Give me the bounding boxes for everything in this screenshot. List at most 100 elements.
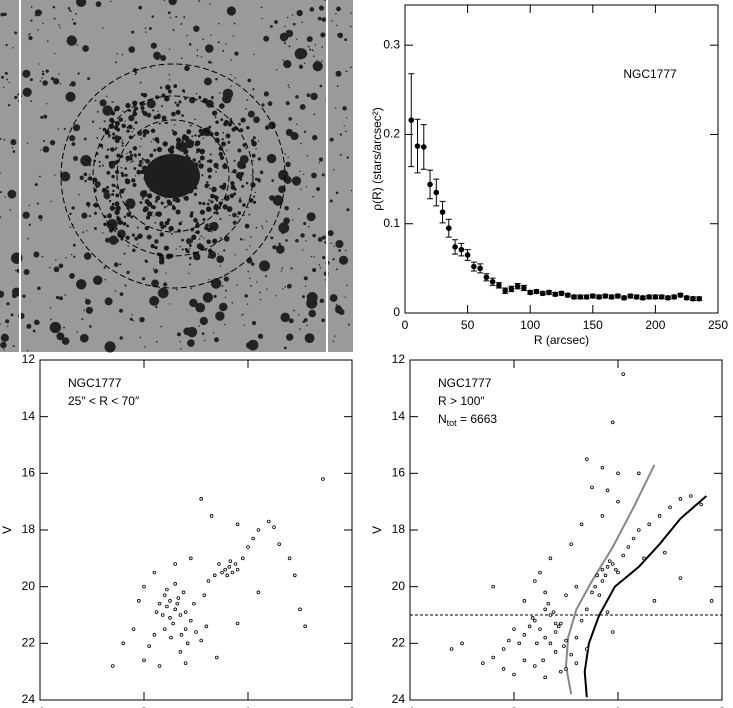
star — [261, 17, 264, 20]
star — [86, 230, 88, 232]
star — [229, 117, 232, 121]
star — [77, 4, 79, 7]
star — [241, 164, 246, 169]
star — [0, 323, 1, 325]
star — [160, 223, 164, 227]
star — [318, 161, 321, 164]
star — [312, 195, 314, 198]
star — [137, 130, 143, 136]
star-point — [569, 652, 573, 657]
star — [267, 101, 273, 107]
star — [219, 265, 222, 267]
star — [171, 111, 176, 117]
star — [106, 148, 110, 151]
star — [253, 116, 260, 124]
star — [103, 266, 106, 269]
star — [71, 18, 74, 21]
star — [283, 59, 292, 69]
star-point — [163, 593, 167, 597]
star-point — [543, 607, 547, 612]
star — [165, 272, 167, 274]
star — [114, 137, 117, 140]
star — [242, 203, 246, 207]
star — [146, 99, 156, 109]
star — [190, 211, 194, 215]
star-point — [590, 590, 594, 595]
star — [202, 130, 207, 134]
star — [122, 221, 127, 226]
star-point — [579, 522, 584, 527]
star — [108, 160, 114, 166]
star — [253, 53, 255, 56]
star — [28, 34, 30, 36]
star — [283, 176, 292, 184]
star — [151, 15, 154, 18]
star — [252, 160, 254, 162]
star — [6, 78, 9, 81]
star — [329, 199, 333, 203]
star — [174, 101, 177, 104]
star — [183, 195, 189, 201]
star — [239, 175, 242, 178]
star — [115, 169, 120, 175]
star — [193, 192, 198, 197]
star — [269, 26, 272, 28]
data-point — [671, 294, 677, 300]
star — [114, 290, 117, 292]
star — [152, 205, 156, 210]
star — [319, 267, 322, 269]
star — [247, 110, 255, 118]
star — [324, 0, 326, 2]
star — [3, 86, 5, 89]
star-point — [535, 641, 539, 646]
star — [151, 279, 159, 288]
star — [208, 199, 211, 202]
star-point — [538, 570, 542, 575]
star — [196, 49, 199, 51]
star — [183, 149, 189, 155]
star — [29, 78, 33, 82]
star-point — [642, 556, 646, 561]
star — [164, 220, 170, 226]
star — [0, 290, 5, 298]
star — [88, 176, 93, 181]
star — [306, 36, 313, 43]
star — [266, 153, 277, 164]
star — [272, 195, 284, 206]
star — [346, 208, 350, 212]
star — [167, 11, 171, 15]
star — [99, 127, 101, 130]
star — [312, 233, 316, 238]
star — [212, 238, 218, 244]
star-point — [292, 573, 297, 578]
star — [43, 114, 48, 119]
star — [223, 276, 229, 282]
star-point — [610, 630, 615, 634]
data-point — [608, 294, 615, 300]
star — [221, 198, 224, 201]
star-point — [512, 627, 516, 631]
data-point — [477, 265, 483, 272]
annotation: NGC1777 — [623, 67, 677, 81]
star — [214, 228, 217, 232]
star — [89, 215, 91, 217]
y-axis-label: V — [370, 526, 384, 534]
star — [247, 78, 252, 83]
star — [303, 62, 306, 65]
data-point — [527, 289, 533, 296]
data-point — [464, 252, 471, 258]
star — [191, 234, 197, 240]
star-point — [564, 593, 568, 597]
data-point — [427, 181, 433, 188]
star — [218, 152, 223, 157]
star — [124, 284, 127, 287]
star — [244, 223, 250, 229]
star — [139, 160, 143, 164]
star-point — [272, 525, 276, 529]
star — [214, 137, 220, 143]
star — [7, 189, 17, 199]
star — [12, 345, 15, 348]
star-point — [543, 590, 547, 595]
star — [199, 316, 208, 326]
star — [163, 0, 166, 2]
